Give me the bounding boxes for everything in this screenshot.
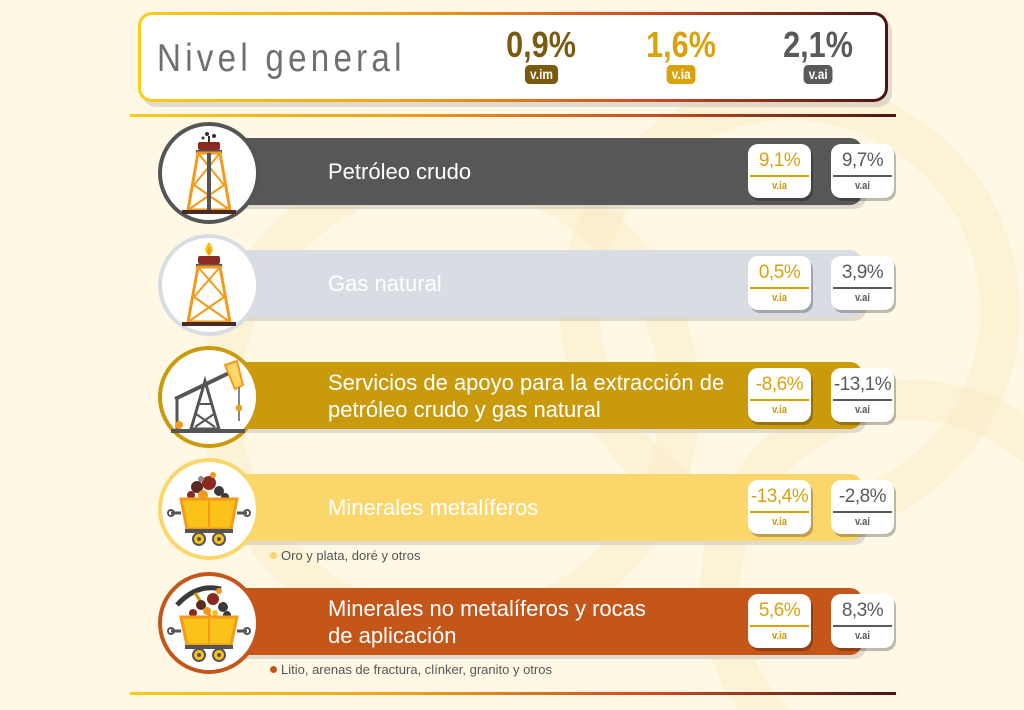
value-v-ia: 0,5% v.ia bbox=[748, 256, 811, 310]
value-number: 0,5% bbox=[750, 256, 809, 289]
bullet-icon bbox=[270, 552, 277, 559]
value-tag: v.ia bbox=[772, 516, 787, 528]
row-minerales-no-metaliferos: Minerales no metalíferos y rocas de apli… bbox=[158, 572, 894, 677]
value-v-ia: -8,6% v.ia bbox=[748, 368, 811, 422]
row-bar: Petróleo crudo 9,1% v.ia 9,7% v.ai bbox=[218, 138, 894, 205]
pump-jack-icon bbox=[158, 346, 260, 448]
metric-tag: v.im bbox=[524, 65, 558, 84]
row-note: Oro y plata, doré y otros bbox=[270, 548, 420, 563]
value-number: 5,6% bbox=[750, 594, 809, 627]
value-tag: v.ai bbox=[855, 516, 870, 528]
value-number: 9,7% bbox=[833, 144, 892, 177]
metric-value: 2,1% bbox=[783, 24, 853, 65]
metric-value: 1,6% bbox=[646, 24, 716, 65]
gas-derrick-icon bbox=[158, 234, 260, 336]
value-tag: v.ai bbox=[855, 404, 870, 416]
row-petroleo-crudo: Petróleo crudo 9,1% v.ia 9,7% v.ai bbox=[158, 122, 894, 224]
row-note: Litio, arenas de fractura, clínker, gran… bbox=[270, 662, 552, 677]
row-bar: Minerales metalíferos -13,4% v.ia -2,8% … bbox=[218, 474, 894, 541]
value-v-ia: 5,6% v.ia bbox=[748, 594, 811, 648]
metric-v-ai: 2,1% v.ai bbox=[768, 25, 868, 84]
value-v-ia: -13,4% v.ia bbox=[748, 480, 811, 534]
row-minerales-metaliferos: Minerales metalíferos -13,4% v.ia -2,8% … bbox=[158, 458, 894, 563]
value-number: -2,8% bbox=[833, 480, 892, 513]
value-tag: v.ia bbox=[772, 180, 787, 192]
row-bar: Gas natural 0,5% v.ia 3,9% v.ai bbox=[218, 250, 894, 317]
row-label: Servicios de apoyo para la extracción de… bbox=[328, 369, 725, 422]
value-v-ai: 8,3% v.ai bbox=[831, 594, 894, 648]
row-label: Petróleo crudo bbox=[328, 159, 472, 184]
value-tag: v.ai bbox=[855, 292, 870, 304]
row-label: Gas natural bbox=[328, 271, 442, 296]
value-v-ai: 3,9% v.ai bbox=[831, 256, 894, 310]
metric-v-ia: 1,6% v.ia bbox=[631, 25, 731, 84]
value-v-ai: 9,7% v.ai bbox=[831, 144, 894, 198]
metric-tag: v.ia bbox=[666, 65, 696, 84]
note-text: Litio, arenas de fractura, clínker, gran… bbox=[281, 662, 552, 677]
metric-v-im: 0,9% v.im bbox=[491, 25, 591, 84]
mine-cart-pickaxe-icon bbox=[158, 572, 260, 674]
value-number: -8,6% bbox=[750, 368, 809, 401]
value-v-ia: 9,1% v.ia bbox=[748, 144, 811, 198]
row-label: Minerales metalíferos bbox=[328, 495, 539, 520]
summary-title: Nivel general bbox=[157, 37, 406, 80]
value-number: 9,1% bbox=[750, 144, 809, 177]
value-tag: v.ai bbox=[855, 180, 870, 192]
value-tag: v.ia bbox=[772, 404, 787, 416]
metric-tag: v.ai bbox=[803, 65, 833, 84]
mine-cart-icon bbox=[158, 458, 260, 560]
divider-top bbox=[130, 114, 896, 117]
row-bar: Servicios de apoyo para la extracción de… bbox=[218, 362, 894, 429]
divider-bottom bbox=[130, 692, 896, 695]
row-servicios-apoyo: Servicios de apoyo para la extracción de… bbox=[158, 346, 894, 448]
bullet-icon bbox=[270, 666, 277, 673]
summary-card: Nivel general 0,9% v.im 1,6% v.ia 2,1% v… bbox=[138, 12, 888, 102]
row-gas-natural: Gas natural 0,5% v.ia 3,9% v.ai bbox=[158, 234, 894, 336]
row-label: Minerales no metalíferos y rocas de apli… bbox=[328, 595, 646, 648]
value-number: -13,4% bbox=[750, 480, 809, 513]
value-tag: v.ai bbox=[855, 630, 870, 642]
metric-value: 0,9% bbox=[506, 24, 576, 65]
value-tag: v.ia bbox=[772, 630, 787, 642]
oil-derrick-icon bbox=[158, 122, 260, 224]
value-v-ai: -13,1% v.ai bbox=[831, 368, 894, 422]
value-v-ai: -2,8% v.ai bbox=[831, 480, 894, 534]
note-text: Oro y plata, doré y otros bbox=[281, 548, 421, 563]
row-bar: Minerales no metalíferos y rocas de apli… bbox=[218, 588, 894, 655]
value-number: 8,3% bbox=[833, 594, 892, 627]
value-tag: v.ia bbox=[772, 292, 787, 304]
value-number: -13,1% bbox=[833, 368, 892, 401]
value-number: 3,9% bbox=[833, 256, 892, 289]
